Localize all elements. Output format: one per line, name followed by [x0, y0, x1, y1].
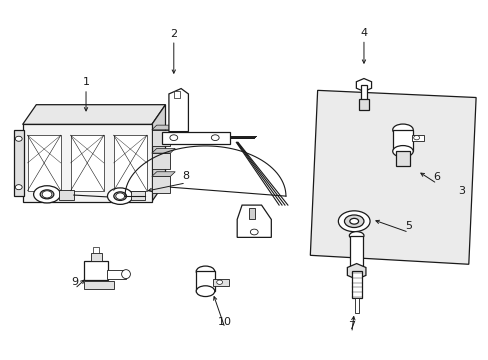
Polygon shape	[152, 130, 170, 146]
Bar	[83, 261, 108, 280]
Ellipse shape	[40, 190, 54, 199]
Ellipse shape	[344, 215, 363, 228]
Bar	[196, 271, 214, 291]
Text: 9: 9	[71, 277, 78, 287]
Ellipse shape	[392, 124, 412, 135]
Ellipse shape	[114, 192, 126, 201]
Circle shape	[250, 229, 258, 235]
Bar	[349, 235, 363, 266]
Ellipse shape	[107, 188, 133, 204]
Bar	[351, 271, 361, 298]
Bar	[83, 282, 114, 289]
Polygon shape	[152, 148, 175, 153]
Ellipse shape	[392, 145, 412, 157]
Polygon shape	[152, 153, 170, 169]
Bar	[354, 298, 358, 313]
Bar	[22, 125, 152, 202]
Text: 1: 1	[82, 77, 89, 87]
Bar	[358, 99, 368, 110]
Circle shape	[216, 280, 222, 284]
Text: 3: 3	[457, 186, 464, 197]
Circle shape	[413, 135, 419, 140]
Circle shape	[15, 136, 22, 141]
Bar	[113, 135, 147, 191]
Bar	[392, 130, 412, 151]
Bar	[27, 135, 61, 191]
Circle shape	[211, 135, 219, 140]
Text: 2: 2	[170, 29, 177, 39]
Bar	[59, 190, 74, 200]
Polygon shape	[152, 176, 170, 193]
Polygon shape	[161, 132, 229, 144]
Bar	[173, 91, 179, 98]
Bar	[93, 247, 99, 253]
Bar	[106, 270, 126, 279]
Polygon shape	[152, 172, 175, 176]
Circle shape	[42, 191, 52, 198]
Polygon shape	[22, 105, 165, 125]
Text: 8: 8	[182, 171, 189, 181]
Bar	[213, 279, 228, 286]
Bar	[70, 135, 103, 191]
Text: 7: 7	[347, 321, 355, 331]
Bar	[14, 130, 23, 196]
Ellipse shape	[349, 219, 358, 224]
Ellipse shape	[196, 286, 214, 297]
Circle shape	[116, 193, 124, 199]
Polygon shape	[152, 105, 165, 202]
Text: 10: 10	[218, 317, 231, 327]
Bar	[91, 253, 102, 261]
Bar	[395, 151, 409, 166]
Text: 6: 6	[433, 172, 440, 182]
Text: 4: 4	[360, 28, 367, 38]
Bar	[131, 192, 144, 201]
Polygon shape	[168, 89, 188, 132]
Ellipse shape	[122, 270, 130, 279]
Polygon shape	[237, 205, 271, 237]
Bar	[249, 208, 255, 220]
Ellipse shape	[338, 211, 369, 231]
Ellipse shape	[196, 266, 214, 277]
Text: 5: 5	[405, 221, 411, 231]
Polygon shape	[310, 90, 475, 264]
Circle shape	[169, 135, 177, 140]
Bar	[411, 135, 423, 140]
Ellipse shape	[34, 186, 61, 203]
Polygon shape	[152, 125, 175, 130]
Circle shape	[15, 185, 22, 190]
Ellipse shape	[348, 231, 363, 239]
Bar	[360, 85, 366, 101]
